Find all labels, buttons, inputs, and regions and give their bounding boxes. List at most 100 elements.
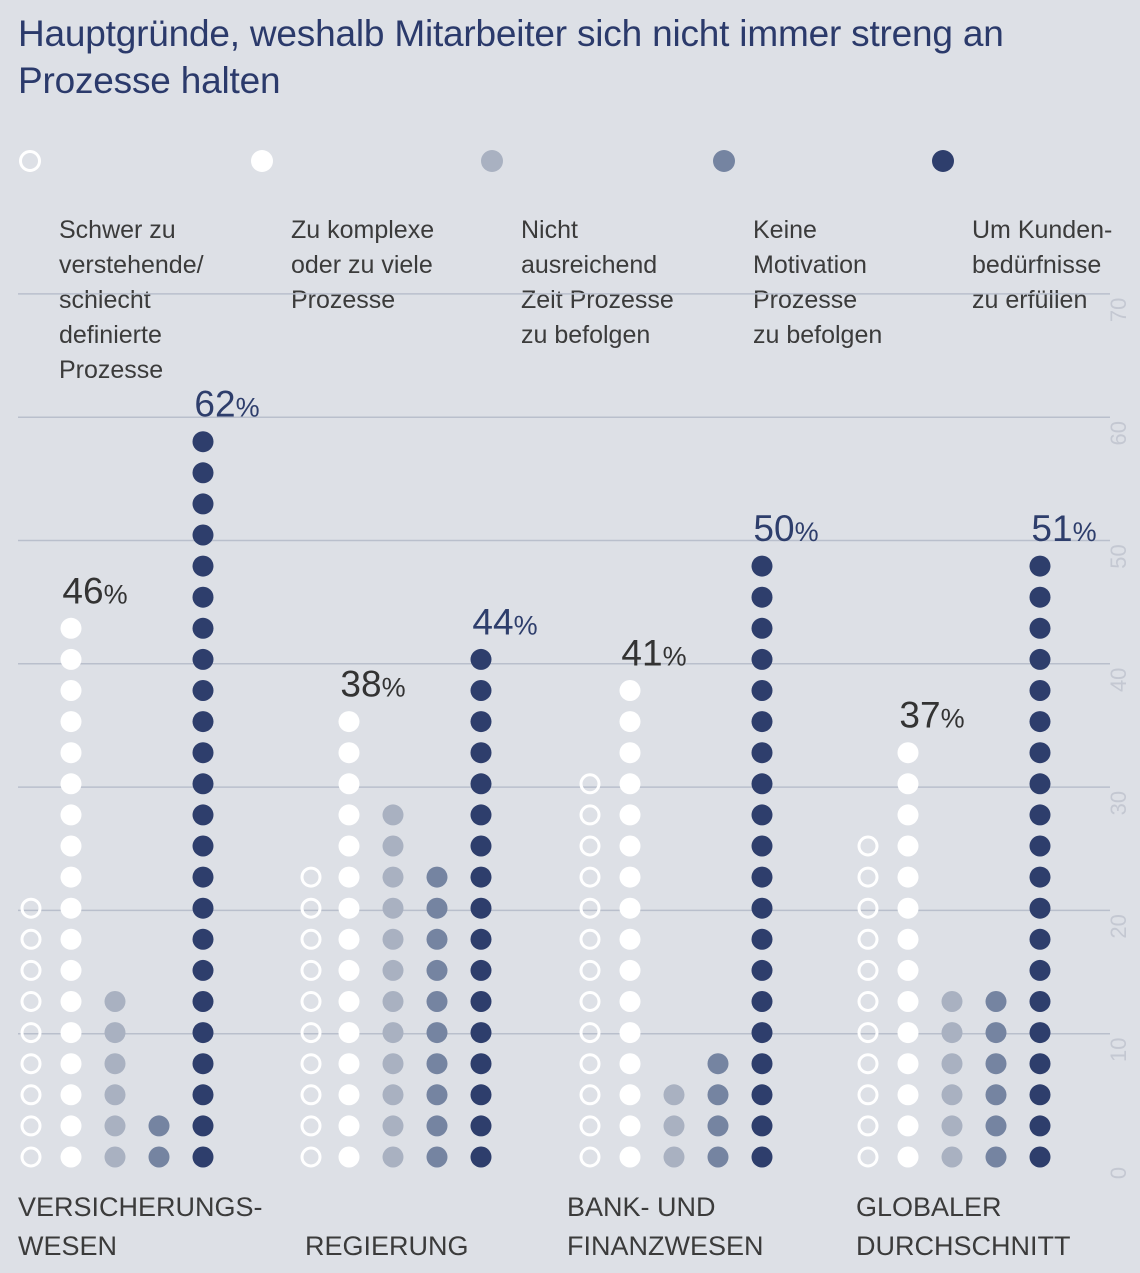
category-label-versicherungswesen: VERSICHERUNGS- WESEN bbox=[18, 1192, 263, 1261]
data-dot bbox=[707, 1053, 729, 1075]
data-dot bbox=[579, 1146, 601, 1168]
data-dot bbox=[192, 1146, 214, 1168]
legend-item-komplex: Zu komplexe oder zu viele Prozesse bbox=[251, 143, 434, 318]
data-dot bbox=[470, 648, 492, 670]
data-dot bbox=[1029, 959, 1051, 981]
y-tick-label: 20 bbox=[1106, 914, 1131, 938]
data-dot bbox=[470, 1053, 492, 1075]
data-dot bbox=[619, 991, 641, 1012]
legend-item-kunden: Um Kunden- bedürfnisse zu erfüllen bbox=[932, 143, 1112, 318]
data-dot bbox=[104, 1084, 126, 1106]
legend-label: Schwer zu verstehende/ schlecht definier… bbox=[59, 216, 204, 384]
data-dot bbox=[470, 711, 492, 733]
data-dot bbox=[338, 928, 360, 950]
data-dot bbox=[619, 773, 641, 795]
data-dot bbox=[300, 991, 322, 1012]
data-dot bbox=[941, 1146, 963, 1168]
data-dot bbox=[20, 959, 42, 981]
data-dot bbox=[426, 1053, 448, 1075]
data-dot bbox=[426, 991, 448, 1012]
data-dot bbox=[985, 1115, 1007, 1137]
data-dot bbox=[1029, 586, 1051, 608]
data-dot bbox=[751, 835, 773, 857]
data-dot bbox=[1029, 866, 1051, 888]
data-dot bbox=[382, 835, 404, 857]
data-dot bbox=[382, 959, 404, 981]
data-dot bbox=[985, 1022, 1007, 1044]
data-dot bbox=[338, 711, 360, 733]
legend-label: Nicht ausreichend Zeit Prozesse zu befol… bbox=[521, 216, 674, 349]
data-dot bbox=[619, 804, 641, 826]
data-dot bbox=[104, 1146, 126, 1168]
data-dot bbox=[470, 1022, 492, 1044]
data-dot bbox=[751, 897, 773, 919]
legend-marker-light-gray bbox=[481, 150, 503, 172]
data-dot bbox=[857, 928, 879, 950]
data-dot bbox=[897, 804, 919, 826]
data-dot bbox=[897, 1053, 919, 1075]
data-dot bbox=[60, 928, 82, 950]
data-dot bbox=[300, 1115, 322, 1137]
data-dot bbox=[382, 928, 404, 950]
data-dot bbox=[300, 959, 322, 981]
data-dot bbox=[985, 1146, 1007, 1168]
data-dot bbox=[1029, 928, 1051, 950]
data-dot bbox=[1029, 835, 1051, 857]
data-dot bbox=[338, 1022, 360, 1044]
data-dot bbox=[470, 1115, 492, 1137]
legend-item-zeit: Nicht ausreichend Zeit Prozesse zu befol… bbox=[481, 143, 674, 353]
data-dot bbox=[751, 991, 773, 1012]
data-dot bbox=[751, 742, 773, 764]
data-dot bbox=[60, 648, 82, 670]
data-dot bbox=[338, 1146, 360, 1168]
data-dot bbox=[104, 1053, 126, 1075]
data-dot bbox=[941, 1115, 963, 1137]
data-dot bbox=[985, 1084, 1007, 1106]
data-dot bbox=[192, 1022, 214, 1044]
data-dot bbox=[1029, 804, 1051, 826]
y-tick-label: 60 bbox=[1106, 421, 1131, 445]
data-dot bbox=[338, 773, 360, 795]
data-dot bbox=[382, 897, 404, 919]
data-dot bbox=[985, 1053, 1007, 1075]
data-dot bbox=[192, 773, 214, 795]
data-label: 41% bbox=[621, 633, 686, 674]
data-dot bbox=[897, 991, 919, 1012]
legend-marker-white bbox=[251, 150, 273, 172]
data-label: 44% bbox=[472, 601, 537, 642]
data-dot bbox=[426, 959, 448, 981]
data-dot bbox=[338, 835, 360, 857]
data-dot bbox=[857, 959, 879, 981]
data-dot bbox=[941, 1084, 963, 1106]
data-dot bbox=[192, 928, 214, 950]
data-dot bbox=[338, 897, 360, 919]
data-dot bbox=[707, 1115, 729, 1137]
data-dot bbox=[148, 1115, 170, 1137]
data-dot bbox=[1029, 1146, 1051, 1168]
data-dot bbox=[192, 742, 214, 764]
data-dot bbox=[897, 1146, 919, 1168]
data-dot bbox=[619, 897, 641, 919]
data-dot bbox=[751, 617, 773, 639]
data-dot bbox=[751, 1053, 773, 1075]
y-tick-label: 50 bbox=[1106, 544, 1131, 568]
legend-marker-outline bbox=[19, 150, 41, 172]
data-dot bbox=[104, 1022, 126, 1044]
data-dot bbox=[897, 928, 919, 950]
data-dot bbox=[579, 1084, 601, 1106]
data-dot bbox=[60, 991, 82, 1012]
data-dot bbox=[192, 493, 214, 515]
data-dot bbox=[60, 897, 82, 919]
data-dot bbox=[470, 1084, 492, 1106]
data-dot bbox=[60, 1084, 82, 1106]
data-dot bbox=[192, 462, 214, 484]
data-dot bbox=[60, 742, 82, 764]
data-dot bbox=[20, 1115, 42, 1137]
data-dot bbox=[579, 835, 601, 857]
data-dot bbox=[382, 1084, 404, 1106]
y-tick-label: 10 bbox=[1106, 1037, 1131, 1061]
data-dot bbox=[148, 1146, 170, 1168]
data-dot bbox=[20, 1022, 42, 1044]
data-dot bbox=[751, 928, 773, 950]
data-dot bbox=[60, 711, 82, 733]
